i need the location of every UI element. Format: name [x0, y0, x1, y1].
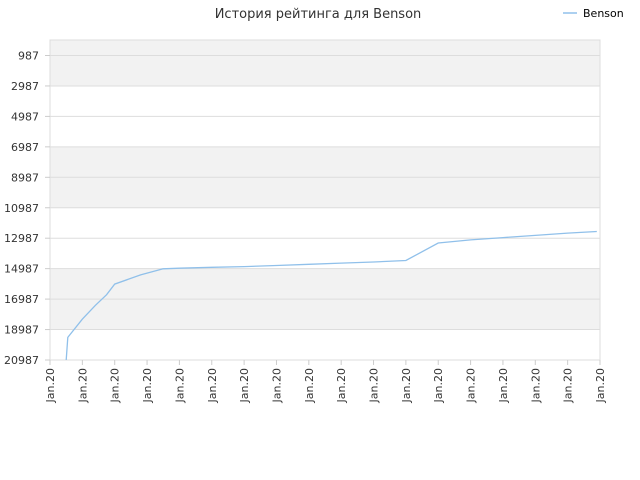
- x-tick-label: Jan.20: [432, 368, 445, 403]
- x-tick-label: Jan.20: [270, 368, 283, 403]
- x-tick-label: Jan.20: [594, 368, 607, 403]
- y-tick-label: 12987: [4, 232, 39, 245]
- x-tick-label: Jan.20: [529, 368, 542, 403]
- y-tick-label: 2987: [11, 80, 39, 93]
- x-tick-label: Jan.20: [206, 368, 219, 403]
- y-tick-label: 987: [18, 50, 39, 63]
- x-tick-label: Jan.20: [303, 368, 316, 403]
- series-layer: [65, 230, 597, 361]
- x-axis: Jan.20 Jan.20 Jan.20 Jan.20 Jan.20 Jan.20 Jan.…: [44, 360, 607, 403]
- x-tick-label: Jan.20: [497, 368, 510, 403]
- plot-background: [50, 40, 600, 360]
- y-tick-label: 18987: [4, 324, 39, 337]
- y-tick-label: 20987: [4, 354, 39, 367]
- y-axis: 987 2987 4987 6987 8987 10987 12987 14987 16987 1…: [4, 50, 50, 367]
- x-tick-label: Jan.20: [141, 368, 154, 403]
- plot-band: [50, 116, 600, 147]
- y-tick-label: 6987: [11, 141, 39, 154]
- x-tick-label: Jan.20: [465, 368, 478, 403]
- y-tick-label: 10987: [4, 202, 39, 215]
- x-tick-label: Jan.20: [400, 368, 413, 403]
- y-tick-label: 14987: [4, 263, 39, 276]
- plot-band: [50, 329, 600, 360]
- x-tick-label: Jan.20: [238, 368, 251, 403]
- plot-band: [50, 146, 600, 178]
- y-tick-label: 8987: [11, 171, 39, 184]
- plot-band: [50, 85, 600, 117]
- x-tick-label: Jan.20: [76, 368, 89, 403]
- plot-band: [50, 268, 600, 300]
- legend-label-benson: Benson: [583, 7, 624, 20]
- plot-band: [50, 299, 600, 330]
- plot-band: [50, 40, 600, 56]
- plot-band: [50, 177, 600, 208]
- legend: Benson: [563, 7, 624, 20]
- plot-border: [49, 39, 601, 361]
- series-line-benson: [65, 230, 597, 361]
- y-tick-label: 16987: [4, 293, 39, 306]
- x-tick-label: Jan.20: [109, 368, 122, 403]
- x-tick-label: Jan.20: [44, 368, 57, 403]
- x-tick-label: Jan.20: [368, 368, 381, 403]
- x-tick-label: Jan.20: [173, 368, 186, 403]
- x-tick-label: Jan.20: [335, 368, 348, 403]
- plot-band: [50, 55, 600, 86]
- x-tick-label: Jan.20: [562, 368, 575, 403]
- chart-title: История рейтинга для Benson: [215, 7, 422, 22]
- plot-band: [50, 207, 600, 239]
- y-tick-label: 4987: [11, 110, 39, 123]
